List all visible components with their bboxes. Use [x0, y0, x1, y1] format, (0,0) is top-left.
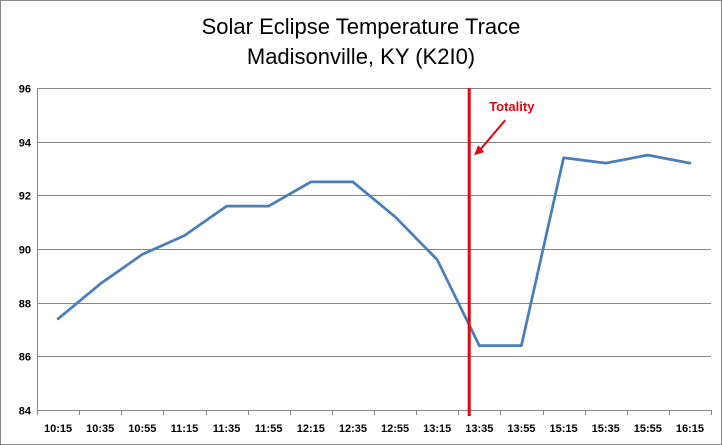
y-tick-label: 90 [19, 245, 31, 257]
totality-arrow-shaft [477, 119, 506, 153]
x-tick-label: 16:15 [676, 423, 704, 435]
y-tick-label: 88 [19, 299, 31, 311]
y-tick-label: 96 [19, 84, 31, 96]
data-point [393, 215, 397, 218]
data-point [478, 344, 481, 347]
x-tick-label: 11:55 [255, 423, 283, 435]
y-axis-tick-labels: 84 86 88 90 92 94 96 [19, 84, 32, 418]
data-point [435, 258, 439, 261]
axes [37, 88, 712, 415]
data-point [351, 180, 355, 184]
x-tick-label: 11:15 [171, 423, 199, 435]
data-point [141, 253, 144, 256]
x-axis-tick-labels: 10:15 10:35 10:55 11:15 11:35 11:55 12:15 12:35… [44, 423, 704, 435]
x-tick-label: 12:55 [381, 423, 409, 435]
chart-subtitle: Madisonville, KY (K2I0) [247, 44, 475, 69]
totality-label: Totality [489, 99, 535, 114]
totality-marker-group: Totality [467, 88, 535, 416]
gridlines [37, 88, 711, 357]
totality-arrow-head [474, 145, 485, 156]
x-tick-label: 15:55 [634, 423, 662, 435]
x-tick-label: 10:35 [86, 423, 114, 435]
data-point [520, 344, 523, 347]
data-point [98, 282, 102, 286]
y-tick-label: 92 [19, 191, 31, 203]
chart-title: Solar Eclipse Temperature Trace [202, 14, 521, 39]
x-tick-label: 10:15 [44, 423, 72, 435]
data-point [562, 156, 565, 159]
y-tick-label: 94 [19, 138, 32, 150]
x-tick-label: 12:35 [339, 423, 367, 435]
x-tick-label: 13:15 [423, 423, 451, 435]
x-tick-label: 12:15 [297, 423, 325, 435]
data-point [56, 317, 60, 320]
data-point [225, 204, 228, 208]
x-tick-label: 11:35 [213, 423, 241, 435]
data-point [604, 161, 607, 165]
series-group [56, 153, 692, 347]
x-tick-label: 13:35 [465, 423, 493, 435]
x-tick-label: 10:55 [128, 423, 156, 435]
series-line [56, 153, 692, 347]
y-tick-label: 86 [19, 352, 31, 364]
x-tick-label: 13:55 [507, 423, 535, 435]
data-point [309, 180, 313, 184]
data-point [688, 161, 692, 165]
x-tick-label: 15:15 [549, 423, 577, 435]
y-tick-label: 84 [19, 406, 32, 418]
data-point [646, 153, 650, 157]
x-tick-label: 15:35 [592, 423, 620, 435]
data-point [183, 234, 186, 237]
data-point [267, 204, 270, 208]
